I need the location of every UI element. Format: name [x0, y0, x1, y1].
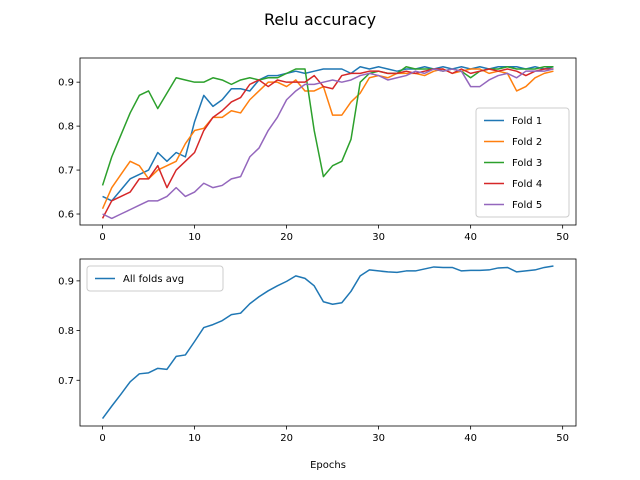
x-axis-label: Epochs: [310, 460, 346, 471]
y-tick-label: 0.8: [58, 326, 74, 337]
x-tick-label: 10: [188, 232, 201, 243]
figure-title: Relu accuracy: [264, 10, 376, 29]
x-tick-label: 30: [372, 433, 385, 444]
series-line-fold-5: [102, 68, 554, 220]
x-tick-label: 40: [464, 232, 477, 243]
x-tick-label: 10: [188, 433, 201, 444]
legend: All folds avg: [86, 265, 224, 292]
legend-label: All folds avg: [123, 274, 184, 285]
series-line-all-folds-avg: [101, 265, 554, 419]
legend-label: Fold 3: [512, 158, 542, 169]
axes-frame: [79, 57, 577, 226]
x-tick-label: 0: [99, 232, 105, 243]
y-tick-label: 0.9: [58, 276, 74, 287]
x-tick-label: 20: [280, 232, 293, 243]
series-line-fold-1: [102, 66, 554, 202]
legend-label: Fold 5: [512, 200, 542, 211]
legend-label: Fold 1: [512, 116, 542, 127]
legend: Fold 1 Fold 2 Fold 3 Fold 4 Fold 5: [475, 107, 570, 218]
legend-label: Fold 2: [512, 137, 542, 148]
x-tick-label: 0: [99, 433, 105, 444]
x-tick-label: 50: [556, 232, 569, 243]
x-tick-label: 30: [372, 232, 385, 243]
series-line-fold-4: [101, 68, 554, 219]
legend-label: Fold 4: [512, 179, 542, 190]
x-tick-label: 20: [280, 433, 293, 444]
y-tick-label: 0.8: [58, 122, 74, 133]
bottom-chart: 0 10 20 30 40 50 0.7 0.8 0.9 Epochs All folds avg: [58, 258, 577, 471]
legend-box: [475, 107, 570, 218]
y-tick-label: 0.7: [58, 376, 74, 387]
axes-frame: [79, 258, 577, 427]
legend-box: [86, 265, 224, 292]
x-tick-label: 40: [464, 433, 477, 444]
y-tick-label: 0.9: [58, 78, 74, 89]
x-tick-label: 50: [556, 433, 569, 444]
y-tick-label: 0.7: [58, 166, 74, 177]
series-line-fold-2: [101, 68, 554, 210]
y-tick-label: 0.6: [58, 210, 74, 221]
